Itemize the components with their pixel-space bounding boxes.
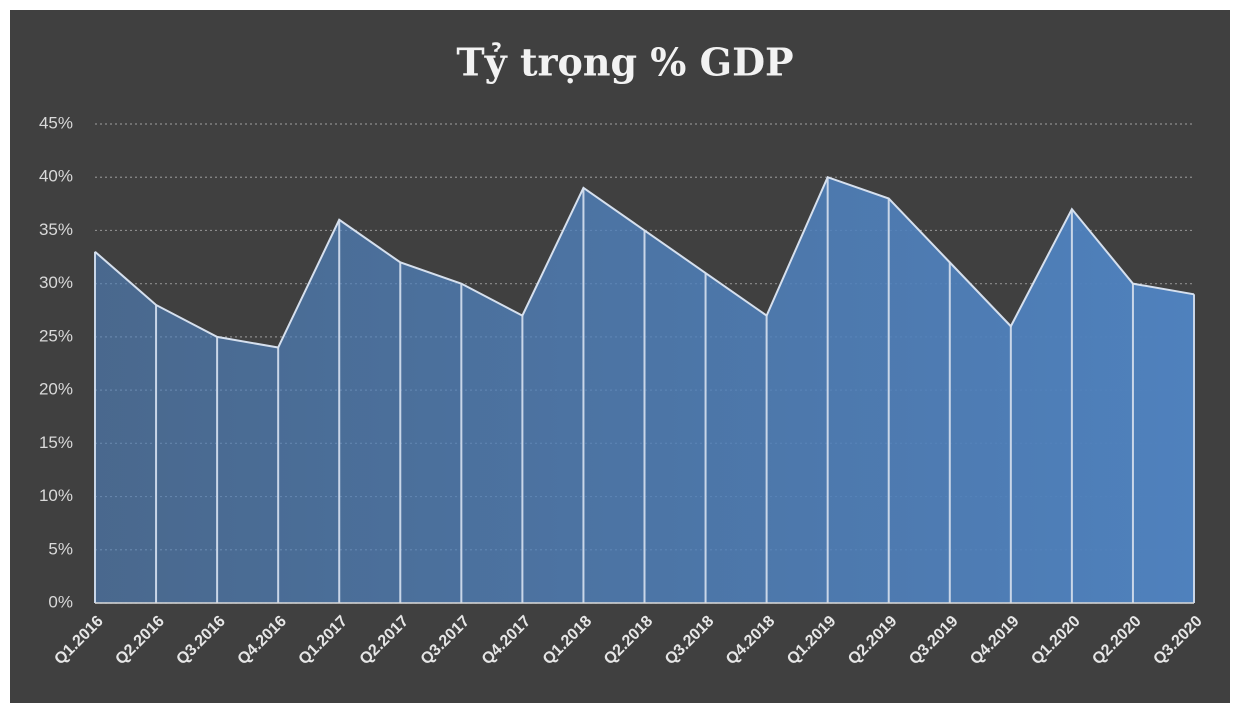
chart-title: Tỷ trọng % GDP [456, 40, 793, 85]
y-tick-label: 35% [39, 220, 73, 239]
y-tick-label: 20% [39, 380, 73, 399]
y-tick-label: 10% [39, 486, 73, 505]
y-tick-label: 25% [39, 326, 73, 345]
y-tick-label: 45% [39, 113, 73, 132]
y-tick-label: 0% [48, 592, 73, 611]
y-tick-label: 5% [48, 539, 73, 558]
y-tick-label: 15% [39, 433, 73, 452]
y-tick-label: 40% [39, 167, 73, 186]
area-outline [94, 175, 1195, 349]
y-tick-label: 30% [39, 273, 73, 292]
